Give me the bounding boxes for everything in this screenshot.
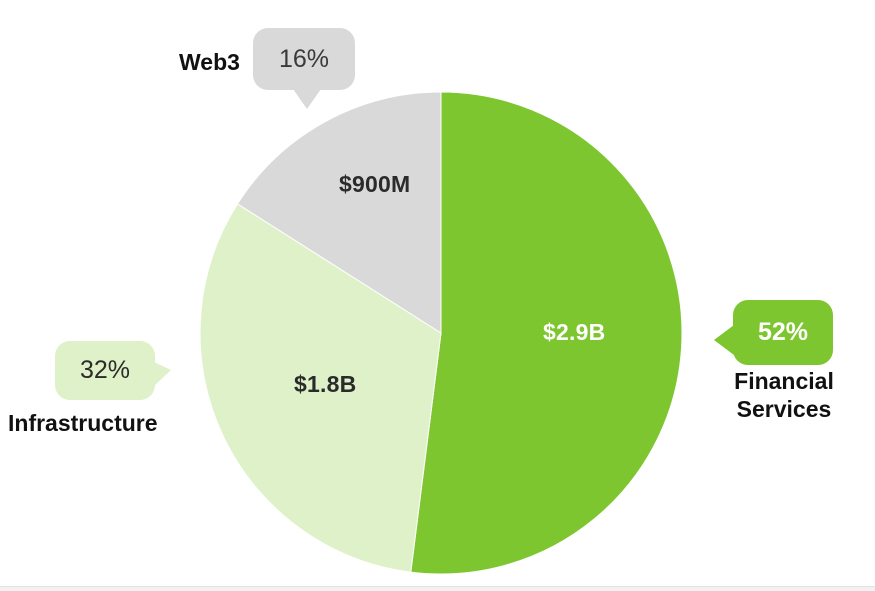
bubble-tail-right-icon [154,362,171,386]
slice-value-web3: $900M [339,171,411,197]
callout-label-financial-services: Financial Services [734,368,834,422]
bubble-tail-left-icon [714,325,734,355]
percent-value-financial-services: 52% [757,318,809,346]
callout-label-web3: Web3 [179,49,240,75]
pie-chart-area [199,91,683,575]
pie-slice-web3 [236,91,442,334]
percent-value-infrastructure: 32% [79,356,131,384]
percent-bubble-web3: 16% [253,28,355,109]
bubble-tail-down-icon [293,89,321,109]
percent-value-web3: 16% [278,44,330,73]
callout-label-infrastructure: Infrastructure [8,410,158,436]
pie-chart [199,91,683,575]
slice-value-infrastructure: $1.8B [294,371,357,397]
pie-slice-infrastructure [199,203,442,573]
percent-bubble-infrastructure: 32% [55,341,171,400]
pie-slice-financial-services [410,91,683,575]
slice-value-financial-services: $2.9B [543,319,606,345]
percent-bubble-financial-services: 52% [714,300,833,365]
bottom-divider [0,586,875,591]
